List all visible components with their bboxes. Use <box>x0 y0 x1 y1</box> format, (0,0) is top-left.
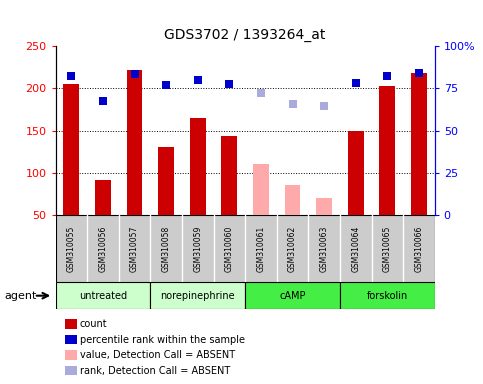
Bar <box>348 131 364 215</box>
Title: GDS3702 / 1393264_at: GDS3702 / 1393264_at <box>164 28 326 42</box>
Bar <box>158 147 174 215</box>
Text: count: count <box>80 319 107 329</box>
Bar <box>127 70 142 215</box>
Text: GSM310057: GSM310057 <box>130 225 139 272</box>
Text: GSM310065: GSM310065 <box>383 225 392 272</box>
Bar <box>95 180 111 215</box>
Point <box>415 70 423 76</box>
Point <box>162 82 170 88</box>
Bar <box>245 282 340 309</box>
Text: value, Detection Call = ABSENT: value, Detection Call = ABSENT <box>80 350 235 360</box>
Bar <box>253 164 269 215</box>
Text: cAMP: cAMP <box>279 291 306 301</box>
Text: GSM310056: GSM310056 <box>99 225 107 272</box>
Point <box>352 80 359 86</box>
Text: GSM310061: GSM310061 <box>256 225 266 272</box>
Bar <box>380 86 395 215</box>
Text: GSM310058: GSM310058 <box>162 225 170 272</box>
Text: agent: agent <box>5 291 37 301</box>
Text: GSM310063: GSM310063 <box>320 225 328 272</box>
Text: GSM310060: GSM310060 <box>225 225 234 272</box>
Point <box>320 103 328 109</box>
Bar <box>411 73 427 215</box>
Point <box>131 71 139 77</box>
Point <box>68 73 75 79</box>
Bar <box>190 118 206 215</box>
Bar <box>284 185 300 215</box>
Point <box>194 77 201 83</box>
Point <box>289 101 297 107</box>
Text: norepinephrine: norepinephrine <box>160 291 235 301</box>
Text: GSM310064: GSM310064 <box>351 225 360 272</box>
Point <box>226 81 233 87</box>
Text: rank, Detection Call = ABSENT: rank, Detection Call = ABSENT <box>80 366 230 376</box>
Text: GSM310062: GSM310062 <box>288 225 297 272</box>
Text: percentile rank within the sample: percentile rank within the sample <box>80 335 245 345</box>
Point <box>99 98 107 104</box>
Text: GSM310059: GSM310059 <box>193 225 202 272</box>
Bar <box>340 282 435 309</box>
Bar <box>221 136 237 215</box>
Text: GSM310055: GSM310055 <box>67 225 76 272</box>
Bar <box>63 84 79 215</box>
Point <box>257 89 265 96</box>
Bar <box>316 198 332 215</box>
Text: untreated: untreated <box>79 291 127 301</box>
Bar <box>56 282 150 309</box>
Text: GSM310066: GSM310066 <box>414 225 424 272</box>
Bar <box>150 282 245 309</box>
Text: forskolin: forskolin <box>367 291 408 301</box>
Point <box>384 73 391 79</box>
